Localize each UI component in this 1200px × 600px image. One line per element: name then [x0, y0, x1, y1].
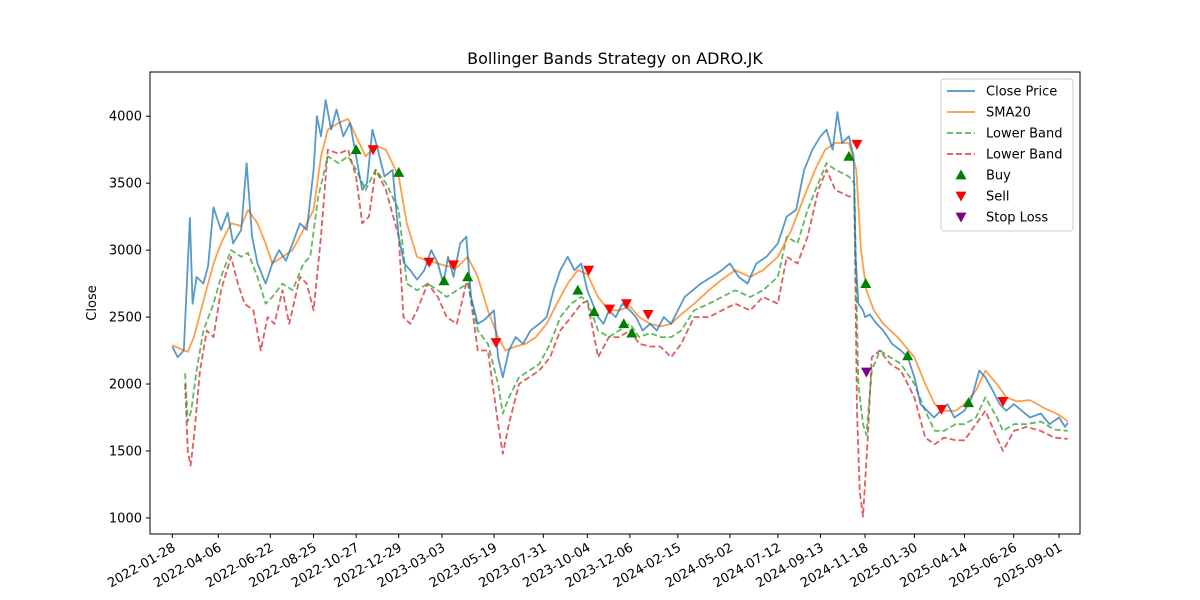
buy-marker-5 [588, 306, 600, 317]
legend-swatch-4 [955, 169, 967, 180]
legend-label-0: Close Price [986, 85, 1057, 100]
sell-marker-9 [935, 405, 947, 415]
buy-marker-8 [843, 150, 855, 161]
stop-loss-marker-0 [860, 367, 872, 378]
series-line-0 [171, 99, 1069, 428]
buy-marker-0 [350, 144, 362, 155]
y-tick-label-2: 2000 [109, 378, 142, 393]
buy-marker-6 [618, 318, 630, 329]
sell-marker-6 [620, 299, 632, 310]
legend-box [940, 78, 1074, 232]
y-tick-label-1: 1500 [109, 444, 142, 459]
sell-marker-10 [997, 397, 1009, 407]
buy-marker-3 [462, 271, 474, 282]
chart-title: Bollinger Bands Strategy on ADRO.JK [467, 49, 763, 68]
plot-area [171, 99, 1069, 518]
sell-marker-4 [583, 265, 595, 276]
buy-marker-9 [860, 278, 872, 288]
legend: Close Price SMA20 Lower Band Lower Band Buy S… [940, 78, 1074, 232]
sell-marker-2 [447, 260, 459, 271]
y-tick-label-4: 3000 [109, 244, 142, 259]
legend-label-1: SMA20 [986, 106, 1031, 121]
buy-marker-11 [962, 397, 974, 408]
legend-swatch-5 [955, 191, 967, 202]
buy-marker-10 [902, 350, 914, 361]
plot-frame [149, 71, 1081, 535]
legend-label-4: Buy [986, 169, 1011, 184]
legend-label-6: Stop Loss [986, 211, 1048, 226]
y-tick-label-3: 2500 [109, 311, 142, 326]
y-tick-label-6: 4000 [109, 110, 142, 125]
series-line-3 [184, 148, 1068, 518]
y-axis: 1000 1500 2000 2500 3000 3500 4000 [109, 110, 150, 526]
series-line-2 [184, 155, 1068, 436]
y-tick-label-5: 3500 [109, 177, 142, 192]
y-axis-label: Close [85, 285, 100, 320]
legend-label-5: Sell [986, 190, 1009, 205]
sell-marker-8 [851, 139, 863, 150]
y-tick-label-0: 1000 [109, 511, 142, 526]
sell-marker-7 [642, 309, 654, 320]
legend-swatch-6 [955, 212, 967, 223]
sell-marker-3 [490, 338, 502, 349]
sell-marker-0 [367, 145, 379, 156]
legend-label-2: Lower Band [986, 127, 1062, 142]
buy-marker-2 [438, 275, 450, 286]
sell-marker-5 [604, 304, 616, 315]
legend-label-3: Lower Band [986, 148, 1062, 163]
buy-marker-4 [572, 284, 584, 295]
sell-marker-1 [423, 257, 435, 268]
buy-marker-7 [626, 327, 638, 338]
buy-marker-1 [393, 166, 405, 177]
